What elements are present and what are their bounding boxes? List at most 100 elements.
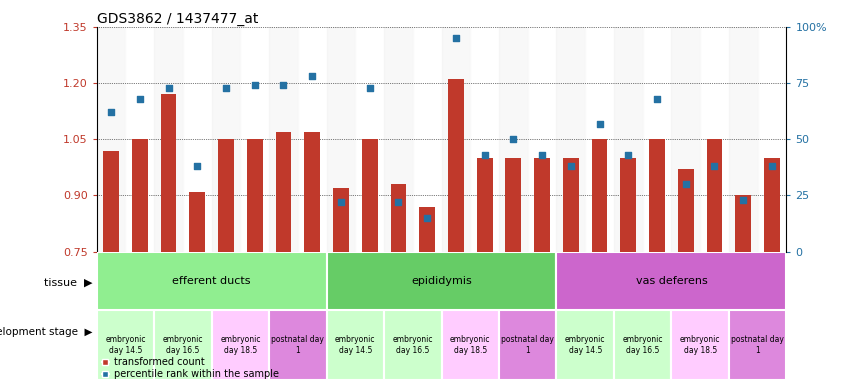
Point xyxy=(679,181,692,187)
Bar xyxy=(103,151,119,252)
Text: embryonic
day 18.5: embryonic day 18.5 xyxy=(680,335,721,354)
Bar xyxy=(326,252,557,310)
Bar xyxy=(212,27,241,252)
Bar xyxy=(218,139,234,252)
Text: embryonic
day 14.5: embryonic day 14.5 xyxy=(565,335,606,354)
Text: embryonic
day 18.5: embryonic day 18.5 xyxy=(450,335,490,354)
Bar xyxy=(505,158,521,252)
Bar xyxy=(758,27,786,252)
Text: epididymis: epididymis xyxy=(411,276,472,286)
Text: embryonic
day 14.5: embryonic day 14.5 xyxy=(335,335,376,354)
Point xyxy=(420,215,434,221)
Bar xyxy=(189,192,205,252)
Bar xyxy=(125,27,154,252)
Bar xyxy=(528,27,557,252)
Bar xyxy=(241,27,269,252)
Point xyxy=(765,163,779,169)
Bar xyxy=(161,94,177,252)
Bar xyxy=(671,310,729,380)
Bar xyxy=(247,139,262,252)
Text: postnatal day
1: postnatal day 1 xyxy=(272,335,325,354)
Bar xyxy=(621,158,636,252)
Point xyxy=(593,121,606,127)
Bar xyxy=(729,27,758,252)
Bar xyxy=(304,132,320,252)
Point xyxy=(449,35,463,41)
Point xyxy=(392,199,405,205)
Point xyxy=(363,84,377,91)
Bar xyxy=(643,27,671,252)
Bar xyxy=(442,310,499,380)
Point xyxy=(506,136,520,142)
Point xyxy=(305,73,319,79)
Text: embryonic
day 18.5: embryonic day 18.5 xyxy=(220,335,261,354)
Bar xyxy=(276,132,291,252)
Point xyxy=(708,163,722,169)
Bar xyxy=(298,27,326,252)
Text: embryonic
day 16.5: embryonic day 16.5 xyxy=(162,335,204,354)
Bar xyxy=(706,139,722,252)
Bar xyxy=(557,27,585,252)
Bar xyxy=(499,27,528,252)
Bar xyxy=(729,310,786,380)
Bar xyxy=(97,252,326,310)
Bar xyxy=(326,27,356,252)
Bar xyxy=(563,158,579,252)
Point xyxy=(133,96,146,102)
Point xyxy=(191,163,204,169)
Bar xyxy=(384,310,442,380)
Bar xyxy=(212,310,269,380)
Point xyxy=(737,197,750,203)
Bar xyxy=(326,310,384,380)
Point xyxy=(334,199,347,205)
Point xyxy=(621,152,635,158)
Point xyxy=(478,152,491,158)
Bar xyxy=(735,195,751,252)
Bar xyxy=(448,79,463,252)
Bar xyxy=(499,310,557,380)
Bar xyxy=(764,158,780,252)
Bar xyxy=(154,27,183,252)
Legend: transformed count, percentile rank within the sample: transformed count, percentile rank withi… xyxy=(102,357,279,379)
Bar xyxy=(97,27,125,252)
Bar xyxy=(154,310,212,380)
Bar xyxy=(592,139,607,252)
Point xyxy=(277,82,290,88)
Bar xyxy=(132,139,148,252)
Text: embryonic
day 14.5: embryonic day 14.5 xyxy=(105,335,145,354)
Bar xyxy=(557,252,786,310)
Text: GDS3862 / 1437477_at: GDS3862 / 1437477_at xyxy=(97,12,258,26)
Text: embryonic
day 16.5: embryonic day 16.5 xyxy=(622,335,663,354)
Bar xyxy=(333,188,349,252)
Bar xyxy=(614,27,643,252)
Bar xyxy=(671,27,700,252)
Text: postnatal day
1: postnatal day 1 xyxy=(731,335,784,354)
Bar xyxy=(384,27,413,252)
Bar xyxy=(678,169,694,252)
Bar xyxy=(183,27,212,252)
Text: vas deferens: vas deferens xyxy=(636,276,707,286)
Bar xyxy=(557,310,614,380)
Bar xyxy=(477,158,493,252)
Point xyxy=(564,163,578,169)
Bar xyxy=(269,310,326,380)
Bar xyxy=(390,184,406,252)
Text: efferent ducts: efferent ducts xyxy=(172,276,251,286)
Bar xyxy=(534,158,550,252)
Point xyxy=(161,84,175,91)
Bar xyxy=(614,310,671,380)
Bar xyxy=(355,27,384,252)
Bar xyxy=(649,139,665,252)
Bar xyxy=(700,27,729,252)
Point xyxy=(650,96,664,102)
Bar xyxy=(362,139,378,252)
Bar xyxy=(470,27,499,252)
Bar xyxy=(97,310,154,380)
Bar xyxy=(585,27,614,252)
Text: tissue  ▶: tissue ▶ xyxy=(44,277,93,287)
Point xyxy=(104,109,118,115)
Bar xyxy=(269,27,298,252)
Bar xyxy=(413,27,442,252)
Text: postnatal day
1: postnatal day 1 xyxy=(501,335,554,354)
Text: development stage  ▶: development stage ▶ xyxy=(0,327,93,337)
